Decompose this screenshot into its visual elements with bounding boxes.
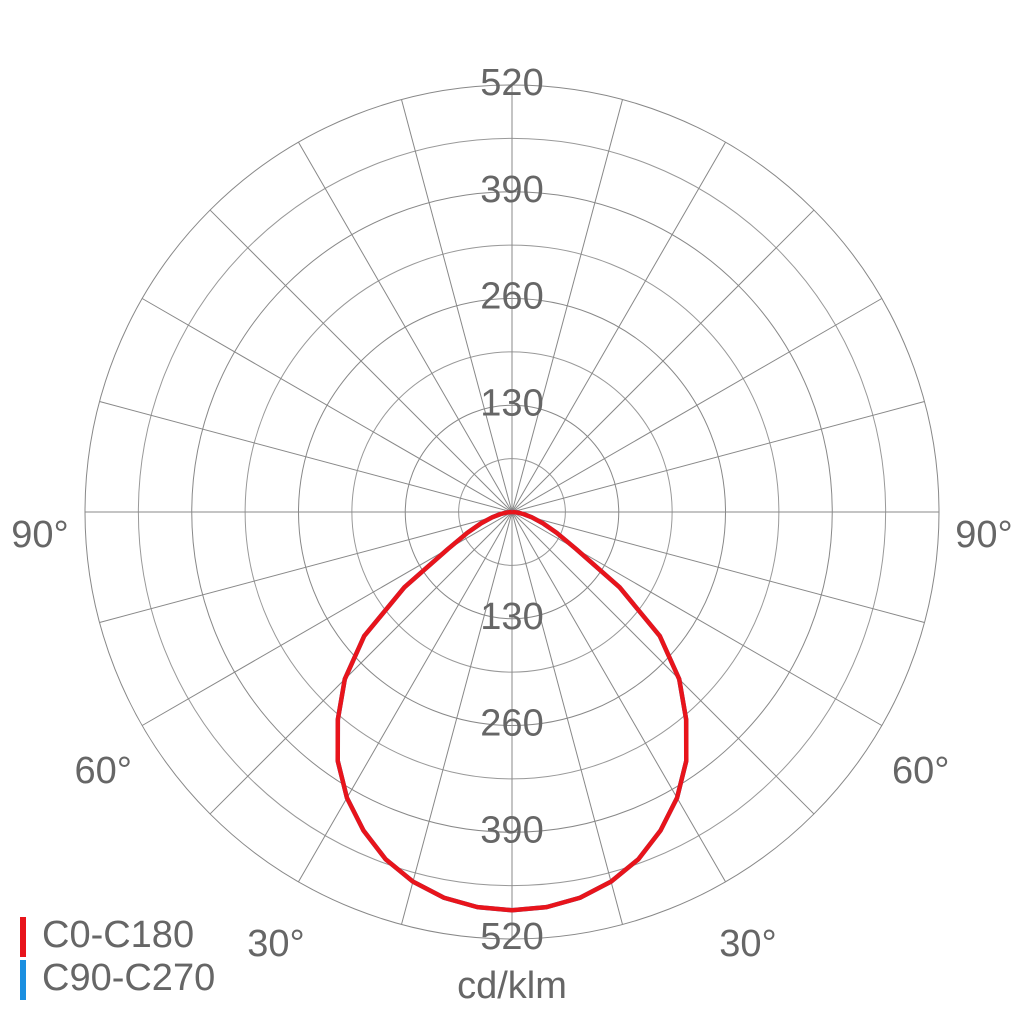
grid-spoke (401, 511, 513, 925)
grid-spoke (511, 511, 815, 815)
grid-spoke (401, 99, 513, 513)
grid-spoke (511, 511, 726, 883)
grid-spoke (511, 511, 623, 925)
angle-tick-label: 30° (719, 923, 776, 965)
r-tick-label: 520 (480, 916, 543, 958)
r-tick-label: 130 (480, 382, 543, 424)
angle-tick-label: 60° (75, 750, 132, 792)
grid-spoke (141, 298, 513, 513)
grid-spoke (511, 401, 925, 513)
grid-spoke (298, 511, 513, 883)
grid-spoke (298, 141, 513, 513)
grid-spoke (209, 511, 513, 815)
angle-tick-label: 90° (955, 514, 1012, 556)
r-tick-label: 260 (480, 276, 543, 318)
grid-spoke (511, 298, 883, 513)
legend-swatch (20, 917, 26, 957)
angle-tick-label: 90° (11, 514, 68, 556)
grid-spoke (209, 209, 513, 513)
angle-tick-label: 60° (892, 750, 949, 792)
curve (335, 509, 689, 913)
legend-swatch (20, 960, 26, 1000)
legend-label: C0-C180 (42, 914, 194, 956)
grid-spoke (99, 511, 513, 623)
r-tick-label: 390 (480, 809, 543, 851)
grid-spoke (511, 99, 623, 513)
unit-label: cd/klm (457, 965, 567, 1007)
r-tick-label: 260 (480, 703, 543, 745)
r-tick-label: 130 (480, 596, 543, 638)
legend-label: C90-C270 (42, 957, 215, 999)
r-tick-label: 390 (480, 169, 543, 211)
grid-spoke (511, 511, 925, 623)
angle-tick-label: 30° (247, 923, 304, 965)
r-tick-label: 520 (480, 62, 543, 104)
grid-spoke (511, 141, 726, 513)
grid-spoke (511, 209, 815, 513)
grid-spoke (99, 401, 513, 513)
